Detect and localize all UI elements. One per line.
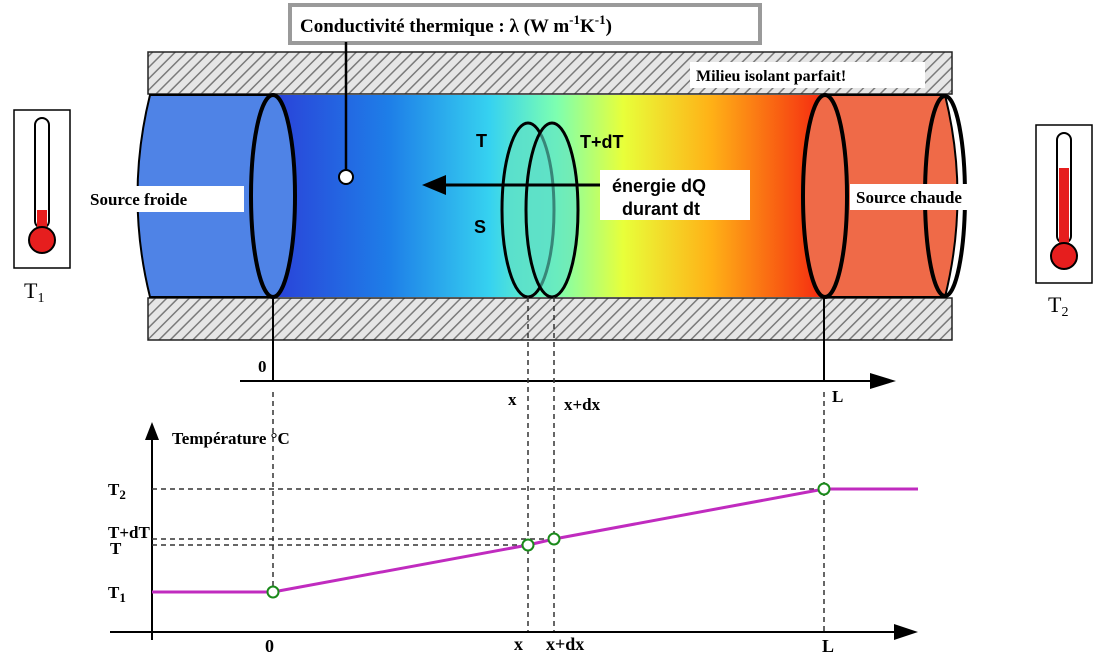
thermometer-icon (1050, 132, 1078, 270)
slice-T-label: T (476, 131, 487, 151)
position-L-label: L (832, 387, 843, 406)
y-tick-T1: T1 (108, 583, 126, 605)
temperature-chart: Température °C 0 x x+dx L T1 TT+dT T2 (108, 422, 918, 653)
position-origin-label: 0 (258, 357, 267, 376)
cold-source-label: Source froide (90, 190, 188, 209)
position-axis: 0 x x+dx L (240, 297, 896, 414)
hot-source-label-bg (850, 184, 1026, 210)
conductivity-header: Conductivité thermique : λ (W m-1K-1) (288, 3, 762, 45)
thermometer-hot: T2 (1035, 124, 1093, 320)
temperature-series-line (272, 487, 825, 594)
chart-y-arrow (145, 422, 159, 440)
chart-x-arrow (894, 624, 918, 640)
slice-S-label: S (474, 217, 486, 237)
position-xdx-label: x+dx (564, 395, 601, 414)
slice-face-xdx (524, 121, 580, 299)
thermometer-icon (28, 117, 56, 254)
energy-label-bg (600, 170, 750, 220)
chart-marks: 0 x x+dx L T1 TT+dT T2 (108, 480, 918, 653)
x-tick-x: x (514, 634, 523, 653)
insulator-label: Milieu isolant parfait! (696, 68, 846, 85)
thermometer-cold-label: T1 (24, 278, 44, 306)
header-text: Conductivité thermique : λ (W m-1K-1) (300, 12, 612, 37)
data-point-0 (266, 585, 280, 599)
data-point-x+dx (547, 532, 561, 546)
hot-source-face (801, 93, 849, 299)
insulator-bottom (147, 297, 953, 341)
conductivity-pointer-dot (338, 169, 354, 185)
x-tick-0: 0 (265, 636, 274, 653)
energy-arrow-head (422, 175, 446, 195)
guide-lines-vertical (272, 297, 825, 632)
energy-line-1: énergie dQ (612, 176, 706, 196)
cold-source: Source froide (84, 93, 297, 299)
chart-y-label: Température °C (172, 429, 290, 448)
slice-TdT-label: T+dT (580, 132, 624, 152)
energy-flow: énergie dQ durant dt (422, 170, 750, 220)
header-box (288, 3, 762, 45)
cold-source-face (249, 93, 297, 299)
x-tick-x+dx: x+dx (546, 634, 584, 653)
insulator-label-bg (690, 62, 925, 88)
hot-source-label: Source chaude (856, 188, 962, 207)
position-x-label: x (508, 390, 517, 409)
thermometer-cold: T1 (13, 109, 71, 306)
data-point-x (521, 538, 535, 552)
y-tick-T+dT: T+dT (108, 523, 150, 542)
hot-source: Source chaude (801, 93, 1026, 299)
x-tick-L: L (822, 636, 834, 653)
y-tick-T: T (110, 539, 122, 558)
cold-source-label-bg (84, 186, 244, 212)
position-axis-arrow (870, 373, 896, 389)
data-point-L (817, 482, 831, 496)
energy-line-2: durant dt (622, 199, 700, 219)
y-tick-T2: T2 (108, 480, 126, 502)
thermometer-hot-label: T2 (1048, 292, 1068, 320)
